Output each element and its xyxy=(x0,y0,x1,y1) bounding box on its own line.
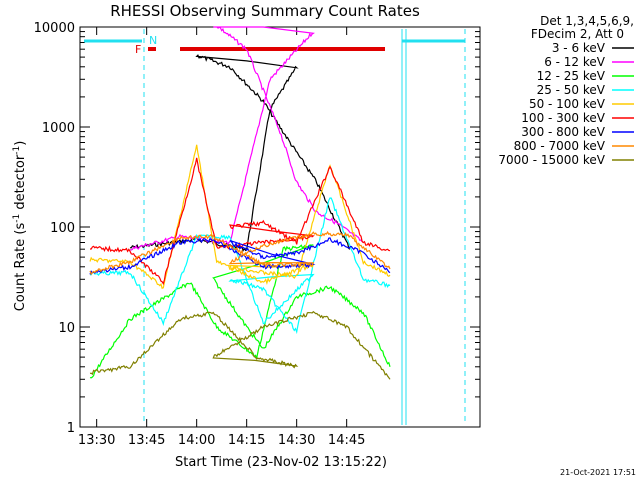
y-tick-label: 10 xyxy=(58,321,75,336)
legend-item-label: 800 - 7000 keV xyxy=(514,139,606,153)
series-line xyxy=(129,26,364,251)
series-line xyxy=(129,54,351,252)
legend-item-label: 25 - 50 keV xyxy=(537,83,606,97)
legend-item-label: 6 - 12 keV xyxy=(544,55,606,69)
legend: Det 1,3,4,5,6,9,FDecim 2, Att 03 - 6 keV… xyxy=(498,14,634,167)
y-tick-label: 1 xyxy=(67,421,75,436)
legend-item-label: 300 - 800 keV xyxy=(521,125,605,139)
flare-flag-label: F xyxy=(135,43,141,56)
series-line xyxy=(89,230,391,276)
legend-header: Det 1,3,4,5,6,9, xyxy=(540,14,634,28)
series-line xyxy=(89,310,391,380)
x-tick-label: 14:00 xyxy=(178,433,215,448)
legend-item-label: 3 - 6 keV xyxy=(552,41,606,55)
legend-item-label: 7000 - 15000 keV xyxy=(498,153,605,167)
legend-item-label: 12 - 25 keV xyxy=(537,69,606,83)
legend-header: FDecim 2, Att 0 xyxy=(531,27,624,41)
x-axis-label: Start Time (23-Nov-02 13:15:22) xyxy=(175,455,387,470)
series-group xyxy=(89,26,391,380)
flag-bars: NF xyxy=(84,29,466,425)
x-tick-label: 14:45 xyxy=(328,433,365,448)
series-line xyxy=(89,144,391,289)
timestamp: 21-Oct-2021 17:51 xyxy=(560,468,636,477)
x-tick-label: 13:30 xyxy=(78,433,115,448)
y-tick-label: 100 xyxy=(50,221,75,236)
legend-item-label: 50 - 100 keV xyxy=(529,97,606,111)
axis-ticks: 13:30 13:45 14:00 14:15 14:30 14:45 1 10 100 1000… xyxy=(34,21,480,448)
y-tick-label: 1000 xyxy=(42,121,75,136)
plot-area xyxy=(79,26,481,428)
x-tick-label: 14:30 xyxy=(278,433,315,448)
night-flag-label: N xyxy=(149,34,157,47)
series-line xyxy=(90,197,391,335)
chart-title: RHESSI Observing Summary Count Rates xyxy=(110,2,420,20)
svg-text:Count Rate (s-1 detector-1): Count Rate (s-1 detector-1) xyxy=(12,141,28,312)
series-line xyxy=(89,244,391,379)
legend-item-label: 100 - 300 keV xyxy=(521,111,605,125)
y-axis-label: Count Rate (s-1 detector-1) xyxy=(12,141,28,312)
x-tick-label: 14:15 xyxy=(228,433,265,448)
y-tick-label: 10000 xyxy=(34,21,75,36)
x-tick-label: 13:45 xyxy=(128,433,165,448)
